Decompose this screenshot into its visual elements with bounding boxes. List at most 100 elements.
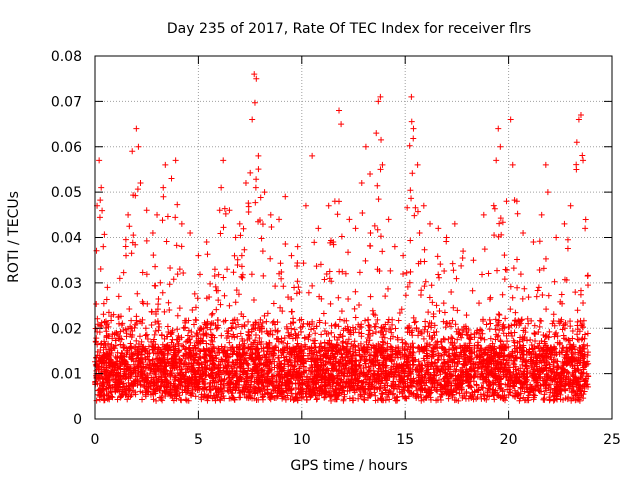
data-point (229, 320, 236, 327)
data-point (536, 238, 543, 245)
data-point (395, 383, 402, 390)
data-point (300, 393, 307, 400)
data-point (397, 354, 404, 361)
data-point (407, 237, 414, 244)
data-point (114, 396, 121, 403)
data-point (584, 330, 591, 337)
data-point (216, 207, 223, 214)
data-point (168, 331, 175, 338)
data-point (495, 311, 502, 318)
data-point (523, 337, 530, 344)
data-point (159, 289, 166, 296)
data-point (436, 307, 443, 314)
data-point (175, 332, 182, 339)
data-point (338, 308, 345, 315)
data-point (185, 344, 192, 351)
data-point (445, 352, 452, 359)
data-point (285, 294, 292, 301)
data-point (584, 352, 591, 359)
data-point (217, 301, 224, 308)
data-point (386, 325, 393, 332)
data-point (310, 337, 317, 344)
data-point (487, 320, 494, 327)
data-point (434, 253, 441, 260)
data-point (272, 283, 279, 290)
data-point (441, 336, 448, 343)
data-point (309, 320, 316, 327)
data-point (305, 289, 312, 296)
data-point (151, 331, 158, 338)
data-point (178, 243, 185, 250)
data-point (124, 347, 131, 354)
data-point (126, 223, 133, 230)
data-point (490, 202, 497, 209)
data-point (329, 368, 336, 375)
data-point (531, 322, 538, 329)
data-point (312, 330, 319, 337)
data-point (374, 182, 381, 189)
data-point (404, 283, 411, 290)
data-point (314, 395, 321, 402)
data-point (253, 176, 260, 183)
data-point (291, 284, 298, 291)
data-point (139, 298, 146, 305)
data-point (429, 334, 436, 341)
data-point (574, 331, 581, 338)
data-point (235, 291, 242, 298)
data-point (481, 336, 488, 343)
data-point (220, 224, 227, 231)
data-point (491, 205, 498, 212)
data-point (429, 299, 436, 306)
data-point (514, 256, 521, 263)
data-point (334, 211, 341, 218)
data-point (277, 260, 284, 267)
data-point (410, 135, 417, 142)
data-point (450, 267, 457, 274)
data-point (148, 321, 155, 328)
chart-title: Day 235 of 2017, Rate Of TEC Index for r… (167, 21, 531, 37)
data-point (430, 313, 437, 320)
data-point (442, 324, 449, 331)
data-point (166, 281, 173, 288)
data-point (213, 306, 220, 313)
data-point (193, 317, 200, 324)
data-point (197, 325, 204, 332)
data-point (241, 321, 248, 328)
data-point (359, 209, 366, 216)
data-point (123, 330, 130, 337)
data-point (471, 360, 478, 367)
data-point (452, 321, 459, 328)
data-point (579, 152, 586, 159)
data-point (402, 292, 409, 299)
data-point (269, 319, 276, 326)
data-point (97, 197, 104, 204)
data-point (580, 300, 587, 307)
data-point (157, 279, 164, 286)
data-point (358, 324, 365, 331)
data-point (525, 294, 532, 301)
data-point (203, 340, 210, 347)
data-point (407, 187, 414, 194)
data-point (445, 395, 452, 402)
data-point (286, 333, 293, 340)
data-point (183, 351, 190, 358)
data-point (255, 166, 262, 173)
data-point (143, 387, 150, 394)
data-point (241, 246, 248, 253)
data-point (408, 195, 415, 202)
data-point (232, 299, 239, 306)
data-point (188, 353, 195, 360)
data-point (412, 318, 419, 325)
data-point (532, 331, 539, 338)
data-point (352, 314, 359, 321)
data-point (500, 321, 507, 328)
data-point (182, 338, 189, 345)
data-point (558, 316, 565, 323)
data-point (278, 275, 285, 282)
data-point (542, 255, 549, 262)
data-point (356, 269, 363, 276)
data-point (203, 332, 210, 339)
data-point (569, 328, 576, 335)
